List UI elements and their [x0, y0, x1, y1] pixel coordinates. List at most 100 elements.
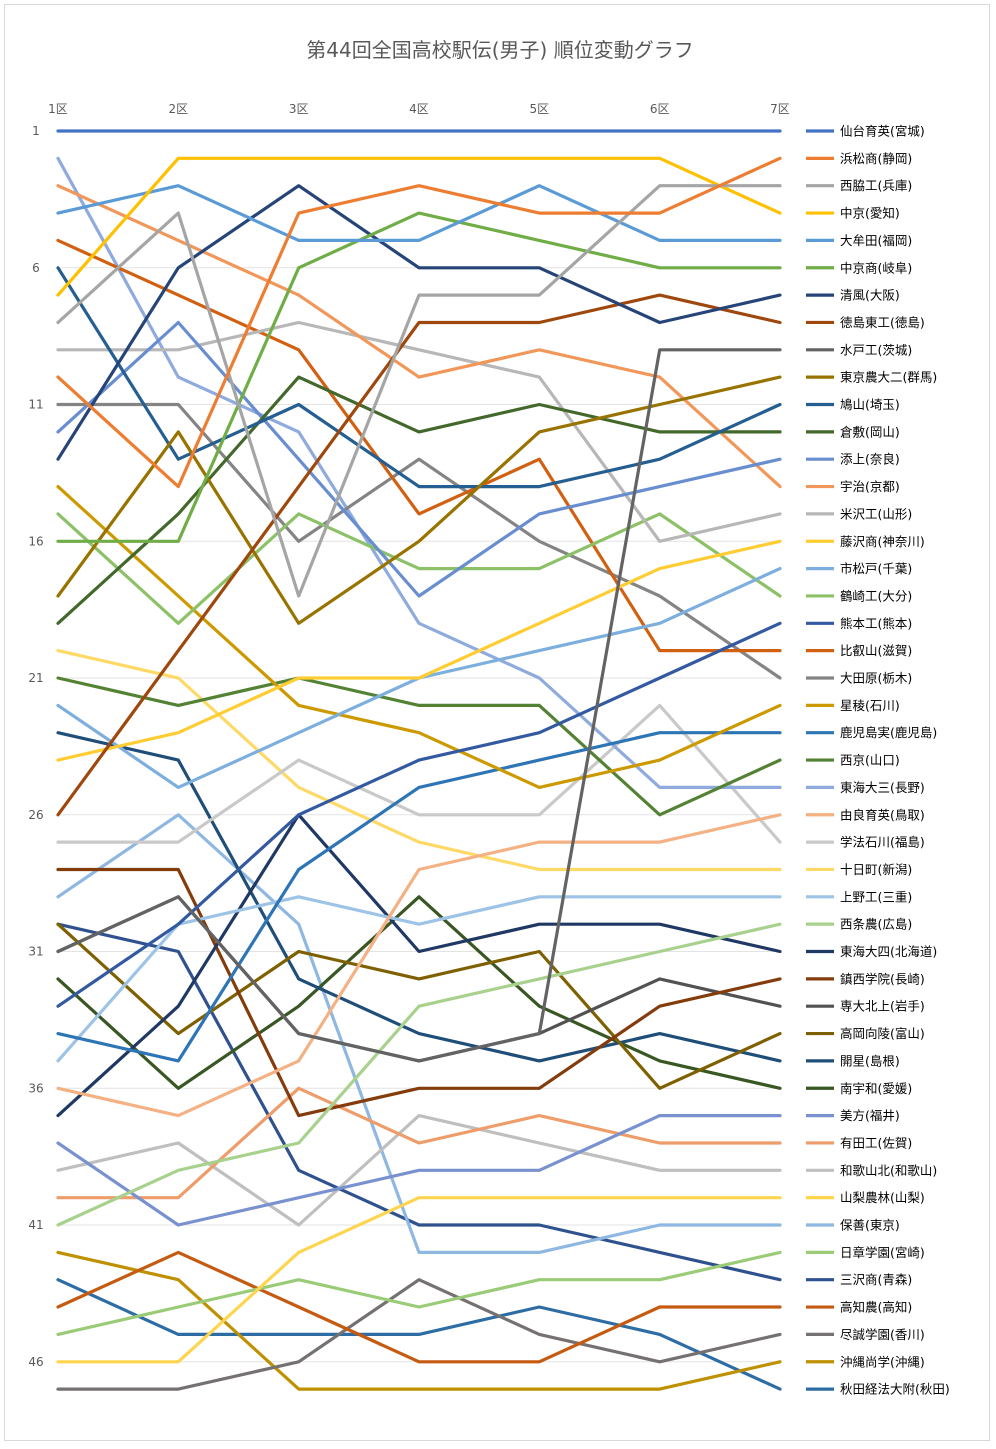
- legend-label: 和歌山北(和歌山): [840, 1163, 937, 1178]
- series-line: [56, 1113, 782, 1227]
- legend-label: 比叡山(滋賀): [840, 643, 912, 658]
- legend-item: 東海大四(北海道): [806, 944, 937, 959]
- legend-item: 南宇和(愛媛): [806, 1081, 912, 1096]
- series-line: [56, 293, 782, 817]
- y-tick-label: 46: [28, 1355, 43, 1369]
- x-tick-label: 1区: [48, 102, 68, 116]
- legend-item: 和歌山北(和歌山): [806, 1163, 937, 1178]
- legend-label: 中京商(岐阜): [840, 260, 912, 275]
- legend-label: 市松戸(千葉): [840, 561, 912, 576]
- legend-label: 山梨農林(山梨): [840, 1190, 925, 1205]
- legend-label: 藤沢商(神奈川): [840, 534, 925, 549]
- y-tick-label: 36: [28, 1081, 43, 1095]
- series-line: [56, 184, 782, 242]
- legend-item: 比叡山(滋賀): [806, 643, 912, 658]
- legend-item: 鶴崎工(大分): [806, 588, 912, 603]
- legend-label: 東海大三(長野): [840, 780, 925, 795]
- legend-label: 宇治(京都): [840, 479, 900, 494]
- legend-label: 東京農大二(群馬): [840, 370, 937, 385]
- legend-label: 沖縄尚学(沖縄): [840, 1354, 925, 1369]
- x-tick-label: 6区: [650, 102, 670, 116]
- series-line: [56, 156, 782, 297]
- legend-item: 高知農(高知): [806, 1300, 912, 1315]
- legend-item: 学法石川(福島): [806, 835, 925, 850]
- x-tick-label: 7区: [770, 102, 790, 116]
- legend-label: 西脇工(兵庫): [840, 178, 912, 193]
- legend-item: 水戸工(茨城): [806, 342, 912, 357]
- y-tick-label: 41: [28, 1218, 43, 1232]
- legend-label: 由良育英(鳥取): [840, 807, 925, 822]
- legend-item: 市松戸(千葉): [806, 561, 912, 576]
- legend-label: 鹿児島実(鹿児島): [840, 725, 937, 740]
- series-lines: [56, 129, 782, 1391]
- series-line: [56, 1250, 782, 1337]
- legend-label: 美方(福井): [840, 1108, 900, 1123]
- legend-label: 専大北上(岩手): [840, 999, 925, 1014]
- legend-item: 藤沢商(神奈川): [806, 534, 925, 549]
- series-line: [56, 895, 782, 1090]
- legend-item: 有田工(佐賀): [806, 1135, 912, 1150]
- legend-item: 日章学園(宮崎): [806, 1245, 925, 1260]
- legend-label: 鎮西学院(長崎): [840, 971, 925, 986]
- legend-item: 倉敷(岡山): [806, 424, 900, 439]
- legend-label: 西京(山口): [840, 753, 900, 768]
- legend-label: 大田原(栃木): [840, 671, 912, 686]
- legend-label: 高岡向陵(富山): [840, 1026, 925, 1041]
- series-line: [56, 184, 782, 489]
- legend-label: 鶴崎工(大分): [840, 588, 912, 603]
- legend-label: 米沢工(山形): [840, 506, 912, 521]
- legend-label: 有田工(佐賀): [840, 1135, 912, 1150]
- series-line: [56, 1196, 782, 1364]
- y-tick-label: 16: [28, 534, 43, 548]
- series-line: [56, 731, 782, 1063]
- legend-item: 美方(福井): [806, 1108, 900, 1123]
- y-tick-label: 6: [32, 261, 40, 275]
- legend-label: 鳩山(埼玉): [840, 397, 900, 412]
- y-tick-label: 31: [28, 945, 43, 959]
- series-line: [56, 348, 782, 1063]
- legend-item: 添上(奈良): [806, 452, 900, 467]
- legend-label: 上野工(三重): [840, 889, 912, 904]
- series-line: [56, 813, 782, 1118]
- legend-label: 中京(愛知): [840, 206, 900, 221]
- series-line: [56, 1113, 782, 1227]
- legend-label: 倉敷(岡山): [840, 424, 900, 439]
- legend-item: 西脇工(兵庫): [806, 178, 912, 193]
- series-line: [56, 156, 782, 790]
- chart-title: 第44回全国高校駅伝(男子) 順位変動グラフ: [306, 38, 693, 62]
- legend-item: 西条農(広島): [806, 917, 912, 932]
- legend-item: 中京商(岐阜): [806, 260, 912, 275]
- chart-frame: [4, 4, 990, 1441]
- series-line: [56, 648, 782, 872]
- series-line: [56, 402, 782, 680]
- legend-item: 保善(東京): [806, 1218, 900, 1233]
- legend-item: 開星(島根): [806, 1053, 900, 1068]
- series-line: [56, 184, 782, 461]
- legend-label: 日章学園(宮崎): [840, 1245, 925, 1260]
- series-line: [56, 922, 782, 1227]
- legend-label: 南宇和(愛媛): [840, 1081, 912, 1096]
- legend-item: 中京(愛知): [806, 206, 900, 221]
- series-line: [56, 731, 782, 1063]
- series-line: [56, 184, 782, 598]
- series-line: [56, 266, 782, 489]
- series-line: [56, 867, 782, 1118]
- series-line: [56, 1086, 782, 1200]
- legend-item: 星稜(石川): [806, 698, 900, 713]
- legend-item: 西京(山口): [806, 753, 900, 768]
- x-tick-label: 3区: [289, 102, 309, 116]
- legend-item: 熊本工(熊本): [806, 616, 912, 631]
- legend-item: 鳩山(埼玉): [806, 397, 900, 412]
- x-axis-ticks: 1区 2区 3区 4区 5区 6区 7区: [48, 102, 790, 116]
- legend-item: 東京農大二(群馬): [806, 370, 937, 385]
- legend-item: 宇治(京都): [806, 479, 900, 494]
- legend-item: 東海大三(長野): [806, 780, 925, 795]
- x-tick-label: 5区: [530, 102, 550, 116]
- series-line: [56, 922, 782, 1282]
- legend-label: 添上(奈良): [840, 452, 900, 467]
- series-line: [56, 1250, 782, 1364]
- series-line: [56, 703, 782, 844]
- legend-item: 鹿児島実(鹿児島): [806, 725, 937, 740]
